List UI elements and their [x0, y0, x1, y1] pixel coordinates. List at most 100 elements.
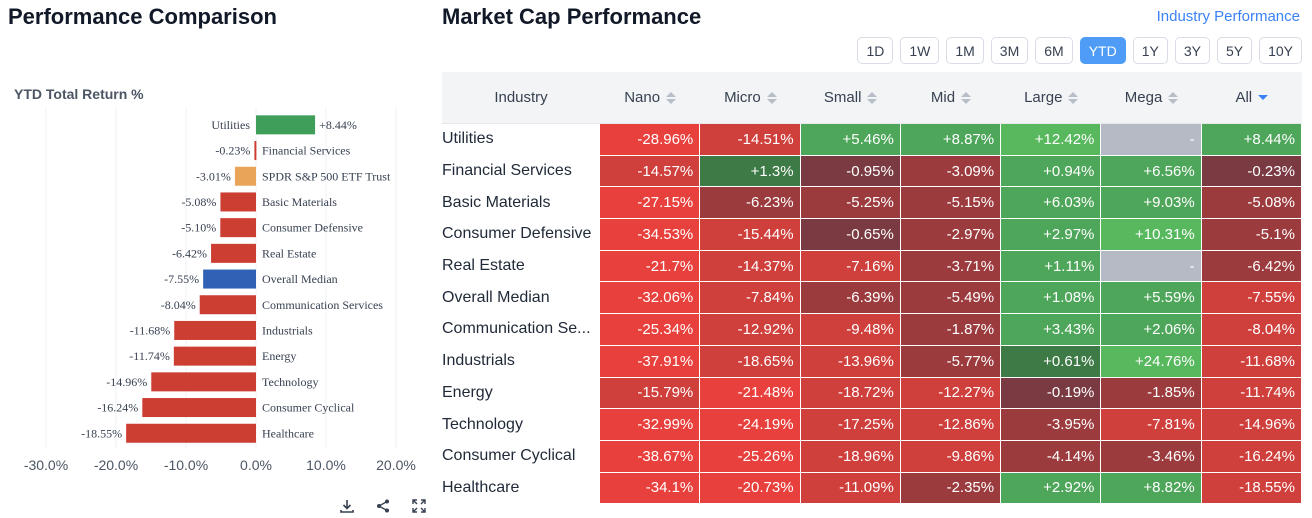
bar[interactable]: [126, 423, 257, 443]
table-row[interactable]: Healthcare -34.1% -20.73% -11.09% -2.35% +2.9…: [442, 472, 1302, 505]
bar[interactable]: [199, 295, 256, 315]
bar-value-label: -3.01%: [196, 169, 231, 183]
return-cell-micro: -12.92%: [700, 314, 801, 345]
bar[interactable]: [203, 269, 256, 289]
return-cell-nano: -32.06%: [599, 282, 701, 314]
period-button-6m[interactable]: 6M: [1035, 37, 1073, 64]
period-button-1m[interactable]: 1M: [946, 37, 984, 64]
ytd-return-bar-chart: -30.0% -20.0% -10.0% 0.0% 10.0% 20.0% +8.44% Ut…: [24, 108, 416, 473]
bar[interactable]: [254, 141, 257, 161]
bar-value-label: -11.68%: [130, 323, 171, 337]
industry-performance-link[interactable]: Industry Performance: [1156, 8, 1300, 25]
industry-name[interactable]: Financial Services: [442, 162, 572, 180]
bar-value-label: -11.74%: [129, 349, 170, 363]
column-header-nano[interactable]: Nano: [600, 72, 700, 123]
return-cell-all: -6.42%: [1201, 250, 1302, 282]
industry-name[interactable]: Consumer Defensive: [442, 225, 592, 243]
bar[interactable]: [256, 115, 316, 135]
table-header: Industry Nano Micro Small Mid Large Mega All: [442, 72, 1302, 124]
share-icon[interactable]: [372, 496, 394, 516]
column-header-all[interactable]: All: [1202, 72, 1302, 123]
return-cell-nano: -14.57%: [599, 155, 701, 187]
bar[interactable]: [220, 192, 256, 212]
sort-icon[interactable]: [1258, 95, 1269, 100]
period-button-5y[interactable]: 5Y: [1216, 37, 1253, 64]
bar-category-label: Communication Services: [262, 298, 383, 312]
bar[interactable]: [151, 372, 256, 392]
period-button-3y[interactable]: 3Y: [1174, 37, 1210, 64]
download-icon[interactable]: [336, 496, 358, 516]
bar-category-label: Real Estate: [262, 246, 316, 260]
return-cell-all: -14.96%: [1201, 409, 1302, 440]
return-cell-mega: +6.56%: [1101, 155, 1202, 187]
bar[interactable]: [211, 243, 256, 263]
sort-icon[interactable]: [1168, 91, 1179, 104]
table-row[interactable]: Consumer Defensive -34.53% -15.44% -0.65% -2…: [442, 219, 1302, 251]
table-row[interactable]: Financial Services -14.57% +1.3% -0.95% -3.0…: [442, 155, 1302, 188]
return-cell-nano: -15.79%: [599, 377, 701, 409]
table-row[interactable]: Energy -15.79% -21.48% -18.72% -12.27% -0.19%…: [442, 377, 1302, 410]
sort-icon[interactable]: [766, 91, 777, 104]
return-cell-nano: -32.99%: [599, 409, 701, 440]
table-row[interactable]: Real Estate -21.7% -14.37% -7.16% -3.71% +1.1…: [442, 250, 1302, 283]
market-cap-performance-title: Market Cap Performance: [442, 4, 702, 29]
bar[interactable]: [173, 346, 256, 366]
return-cell-large: +12.42%: [1001, 124, 1102, 155]
industry-name[interactable]: Utilities: [442, 130, 494, 148]
industry-name[interactable]: Overall Median: [442, 288, 550, 306]
column-header-mid[interactable]: Mid: [901, 72, 1001, 123]
table-row[interactable]: Basic Materials -27.15% -6.23% -5.25% -5.15%…: [442, 187, 1302, 220]
period-button-3m[interactable]: 3M: [990, 37, 1029, 64]
period-button-1w[interactable]: 1W: [900, 37, 940, 64]
return-cell-micro: -7.84%: [700, 282, 801, 314]
bar-category-label: Basic Materials: [262, 195, 337, 209]
period-button-1y[interactable]: 1Y: [1132, 37, 1168, 64]
return-cell-mid: -3.71%: [900, 250, 1002, 282]
bar-value-label: -7.55%: [164, 272, 199, 286]
column-header-large[interactable]: Large: [1001, 72, 1101, 123]
industry-name[interactable]: Industrials: [442, 352, 515, 370]
industry-name[interactable]: Real Estate: [442, 257, 525, 275]
bar-value-label: -6.42%: [172, 246, 207, 260]
period-button-ytd[interactable]: YTD: [1079, 37, 1126, 64]
column-header-mega[interactable]: Mega: [1101, 72, 1201, 123]
period-button-10y[interactable]: 10Y: [1259, 37, 1302, 64]
column-header-small[interactable]: Small: [801, 72, 901, 123]
period-button-1d[interactable]: 1D: [857, 37, 894, 64]
return-cell-micro: -14.51%: [700, 124, 801, 155]
industry-name[interactable]: Basic Materials: [442, 193, 551, 211]
table-row[interactable]: Overall Median -32.06% -7.84% -6.39% -5.49% +…: [442, 282, 1302, 315]
bar[interactable]: [142, 398, 256, 418]
return-cell-small: -0.95%: [800, 155, 901, 187]
bar[interactable]: [220, 218, 256, 238]
table-row[interactable]: Industrials -37.91% -18.65% -13.96% -5.77% +0…: [442, 345, 1302, 378]
industry-name[interactable]: Healthcare: [442, 478, 520, 496]
table-row[interactable]: Consumer Cyclical -38.67% -25.26% -18.96% -9…: [442, 440, 1302, 473]
column-header-micro[interactable]: Micro: [700, 72, 800, 123]
sort-icon[interactable]: [666, 91, 677, 104]
sort-icon[interactable]: [961, 91, 972, 104]
return-cell-small: -5.25%: [800, 187, 901, 219]
table-row[interactable]: Utilities -28.96% -14.51% +5.46% +8.87% +12.4…: [442, 124, 1302, 156]
column-header-industry[interactable]: Industry: [442, 72, 600, 123]
industry-name[interactable]: Energy: [442, 383, 493, 401]
bar[interactable]: [234, 166, 256, 186]
industry-name[interactable]: Consumer Cyclical: [442, 447, 576, 465]
bar-value-label: -5.10%: [181, 221, 216, 235]
return-cell-micro: -6.23%: [700, 187, 801, 219]
bar-category-label: Consumer Defensive: [262, 221, 363, 235]
fullscreen-icon[interactable]: [408, 496, 430, 516]
bar-category-label: Utilities: [211, 118, 250, 132]
return-cell-mid: -12.86%: [900, 409, 1002, 440]
bar[interactable]: [174, 320, 256, 340]
industry-name[interactable]: Communication Se...: [442, 320, 591, 338]
sort-icon[interactable]: [867, 91, 878, 104]
bar-category-label: SPDR S&P 500 ETF Trust: [262, 169, 391, 183]
return-cell-mid: -2.97%: [900, 219, 1002, 250]
sort-icon[interactable]: [1068, 91, 1079, 104]
table-row[interactable]: Communication Se... -25.34% -12.92% -9.48% -…: [442, 314, 1302, 346]
industry-name[interactable]: Technology: [442, 415, 523, 433]
table-row[interactable]: Technology -32.99% -24.19% -17.25% -12.86% -3…: [442, 409, 1302, 441]
bar-category-label: Consumer Cyclical: [262, 401, 355, 415]
return-cell-large: +1.08%: [1001, 282, 1102, 314]
